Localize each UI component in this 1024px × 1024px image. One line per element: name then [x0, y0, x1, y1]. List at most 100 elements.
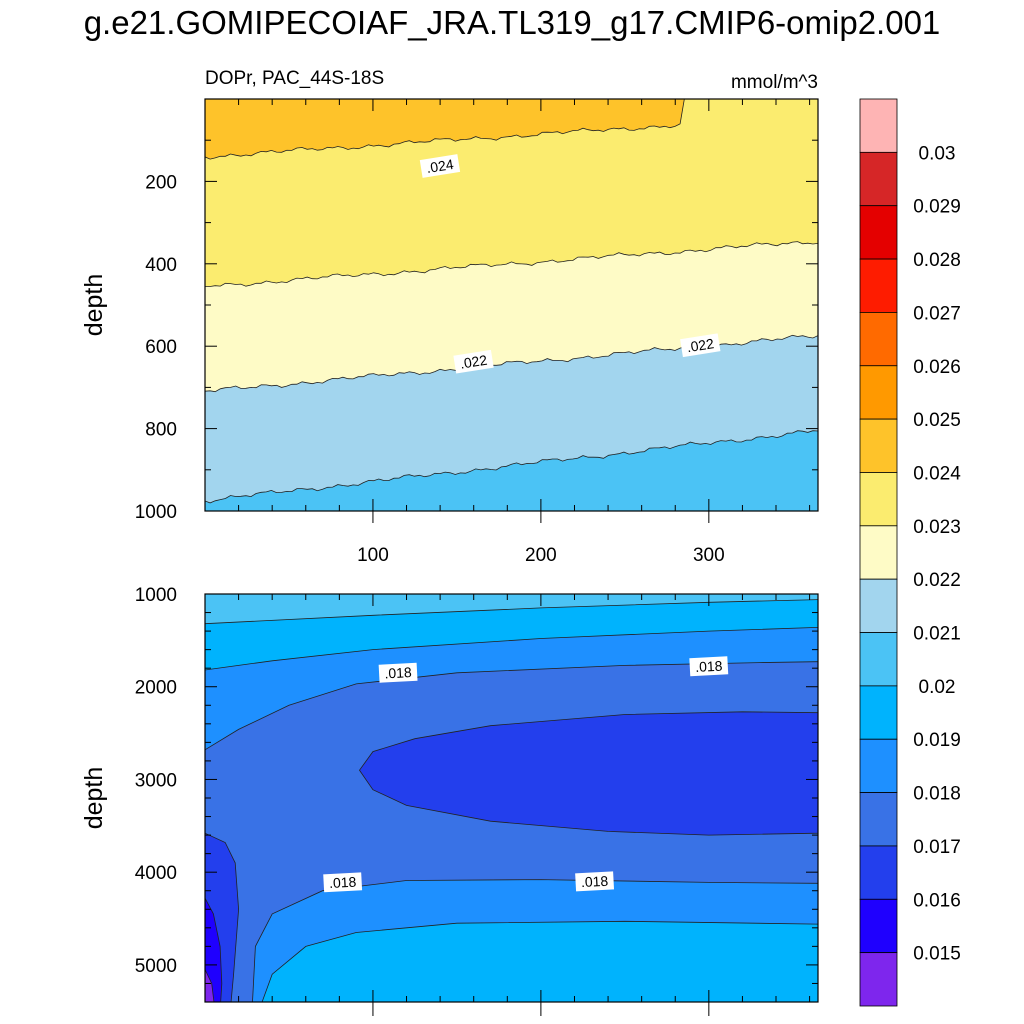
contour-label: .024 [419, 154, 461, 178]
colorbar-box [859, 525, 898, 580]
x-tick-label: 200 [525, 545, 557, 566]
colorbar-box [859, 898, 898, 954]
contour-label: .018 [378, 662, 418, 683]
colorbar-box [859, 738, 898, 793]
colorbar-boxes [859, 98, 898, 1007]
contour-label: .018 [575, 871, 615, 892]
colorbar-box [859, 151, 898, 207]
colorbar-label: 0.017 [913, 837, 961, 858]
contour-label-box [575, 871, 615, 892]
top-x-tick-labels: 100 200 300 [357, 545, 725, 566]
bottom-contour-fill [205, 594, 818, 1002]
contour-label: .018 [323, 872, 363, 893]
contour-label-text: .022 [686, 335, 716, 355]
colorbar-label: 0.026 [913, 357, 961, 378]
bottom-y-tick-labels: 1000 2000 3000 4000 5000 [135, 585, 177, 977]
contour-line [205, 241, 818, 287]
colorbar-label: 0.027 [913, 303, 961, 324]
contour-line [205, 627, 818, 671]
colorbar: 0.03 0.029 0.028 0.027 0.026 0.025 0.024 0.023 0… [859, 98, 961, 1007]
contour-label: .022 [453, 349, 494, 374]
colorbar-label: 0.016 [913, 890, 961, 911]
contour-label-box [453, 349, 494, 374]
contour-line [205, 430, 818, 504]
colorbar-box [859, 845, 898, 900]
contour-label: .018 [689, 656, 729, 677]
contour-label: .022 [680, 333, 721, 358]
bottom-y-axis-label: depth [80, 767, 108, 830]
contour-label-text: .018 [581, 873, 609, 890]
y-tick-label: 600 [145, 337, 177, 358]
x-tick-label: 300 [693, 545, 725, 566]
variable-region-label: DOPr, PAC_44S-18S [205, 68, 384, 89]
colorbar-label: 0.024 [913, 463, 961, 484]
contour-line [261, 920, 818, 1002]
top-contour-labels: .024 .022 .022 [419, 154, 721, 374]
contour-label-box [680, 333, 721, 358]
bottom-panel: .018 .018 .018 .018 1000 2000 3000 4000 5000 de… [80, 585, 819, 1016]
y-tick-label: 5000 [135, 956, 177, 977]
contour-label-text: .018 [384, 664, 412, 681]
colorbar-label: 0.028 [913, 250, 961, 271]
colorbar-box [859, 312, 898, 367]
colorbar-label: 0.019 [913, 730, 961, 751]
colorbar-box [859, 632, 898, 687]
contour-label-box [419, 154, 461, 178]
top-contour-lines [205, 99, 818, 504]
y-tick-label: 200 [145, 172, 177, 193]
contour-line [205, 599, 818, 625]
colorbar-labels: 0.03 0.029 0.028 0.027 0.026 0.025 0.024 0.023 0… [913, 143, 961, 964]
band-0.016-left [205, 897, 223, 1002]
contour-label-text: .024 [425, 156, 455, 176]
top-panel: DOPr, PAC_44S-18S mmol/m^3 .024.022.022 … [80, 68, 819, 566]
contour-line [205, 99, 685, 160]
colorbar-label: 0.021 [913, 624, 961, 645]
y-tick-label: 800 [145, 420, 177, 441]
colorbar-box [859, 952, 898, 1007]
y-tick-label: 1000 [135, 502, 177, 523]
contour-label-box [323, 872, 363, 893]
bottom-contour-lines [205, 599, 818, 1002]
colorbar-label: 0.025 [913, 410, 961, 431]
colorbar-box [859, 792, 898, 847]
band-0.020-lower [262, 921, 818, 1002]
colorbar-box [859, 472, 898, 527]
colorbar-label: 0.022 [913, 570, 961, 591]
top-y-axis-label: depth [80, 274, 108, 337]
top-ticks [205, 99, 818, 523]
colorbar-label: 0.02 [919, 677, 956, 698]
x-tick-label: 100 [357, 545, 389, 566]
colorbar-box [859, 685, 898, 740]
y-tick-label: 4000 [135, 863, 177, 884]
colorbar-box [859, 205, 898, 260]
colorbar-box [859, 578, 898, 633]
y-tick-label: 3000 [135, 770, 177, 791]
colorbar-label: 0.029 [913, 197, 961, 218]
band-0.015-left [205, 969, 215, 1002]
y-tick-label: 2000 [135, 678, 177, 699]
top-contour-fill [205, 99, 818, 511]
contour-label-box [689, 656, 729, 677]
band-0.023-0.024 [205, 99, 685, 160]
contour-label-text: .018 [329, 874, 357, 891]
units-label: mmol/m^3 [731, 72, 818, 93]
band-0.019-lower [252, 879, 818, 1002]
colorbar-label: 0.023 [913, 517, 961, 538]
colorbar-label: 0.015 [913, 944, 961, 965]
chart-title: g.e21.GOMIPECOIAF_JRA.TL319_g17.CMIP6-om… [83, 4, 941, 41]
colorbar-box [859, 98, 898, 153]
contour-label-text: .022 [459, 352, 489, 372]
bottom-contour-labels: .018 .018 .018 .018 [323, 656, 729, 893]
contour-label-text: .018 [695, 658, 723, 675]
colorbar-label: 0.018 [913, 784, 961, 805]
bottom-ticks [205, 593, 818, 1016]
band-0.017 [359, 711, 818, 836]
y-tick-label: 400 [145, 255, 177, 276]
contour-line [252, 879, 818, 1002]
y-tick-label: 1000 [135, 585, 177, 606]
colorbar-box [859, 418, 898, 473]
top-y-tick-labels: 200 400 600 800 1000 [135, 172, 177, 523]
colorbar-label: 0.03 [919, 143, 956, 164]
colorbar-box [859, 258, 898, 313]
